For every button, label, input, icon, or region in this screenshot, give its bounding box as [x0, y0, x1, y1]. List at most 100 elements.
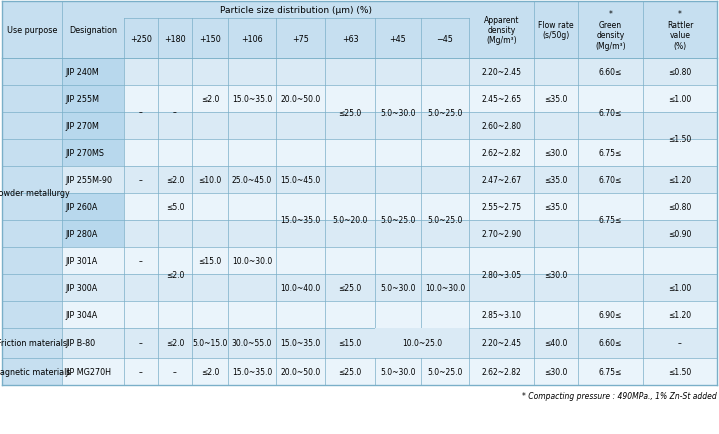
Bar [124, 220, 717, 247]
Text: 5.0~30.0: 5.0~30.0 [380, 108, 416, 117]
Text: *
Green
density
(Mg/m³): * Green density (Mg/m³) [595, 10, 626, 50]
Text: ≤30.0: ≤30.0 [544, 367, 568, 376]
Text: –: – [173, 108, 177, 117]
Text: 10.0~30.0: 10.0~30.0 [232, 256, 272, 265]
Text: ≤1.20: ≤1.20 [669, 310, 692, 319]
Text: ≤1.50: ≤1.50 [669, 135, 692, 144]
Text: 6.90≤: 6.90≤ [599, 310, 622, 319]
Text: ≤30.0: ≤30.0 [544, 149, 568, 158]
Text: ≤15.0: ≤15.0 [198, 256, 221, 265]
Bar [62, 247, 124, 274]
Text: 6.60≤: 6.60≤ [599, 68, 622, 77]
Text: JIP 280A: JIP 280A [65, 230, 97, 238]
Text: 15.0~35.0: 15.0~35.0 [280, 216, 321, 225]
Text: JIP 270MS: JIP 270MS [65, 149, 104, 158]
Text: 20.0~50.0: 20.0~50.0 [280, 95, 321, 104]
Text: 5.0~25.0: 5.0~25.0 [427, 108, 463, 117]
Text: ≤30.0: ≤30.0 [544, 270, 568, 279]
Text: 6.70≤: 6.70≤ [599, 108, 622, 117]
Text: ≤2.0: ≤2.0 [201, 367, 219, 376]
Text: 5.0~30.0: 5.0~30.0 [380, 283, 416, 293]
Bar [62, 194, 124, 220]
Text: JIP B-80: JIP B-80 [65, 339, 95, 348]
Bar [62, 274, 124, 301]
Text: 5.0~25.0: 5.0~25.0 [380, 216, 416, 225]
Text: −45: −45 [436, 34, 454, 43]
Text: 2.20~2.45: 2.20~2.45 [482, 68, 521, 77]
Text: Particle size distribution (μm) (%): Particle size distribution (μm) (%) [221, 6, 372, 15]
Text: ≤2.0: ≤2.0 [166, 176, 184, 184]
Text: 5.0~25.0: 5.0~25.0 [427, 216, 463, 225]
Bar [124, 140, 717, 167]
Text: +180: +180 [164, 34, 186, 43]
Text: ≤40.0: ≤40.0 [544, 339, 568, 348]
Text: JIP 240M: JIP 240M [65, 68, 99, 77]
Text: ≤35.0: ≤35.0 [544, 95, 568, 104]
Text: ≤10.0: ≤10.0 [198, 176, 221, 184]
Text: ≤1.00: ≤1.00 [669, 283, 692, 293]
Text: ≤1.00: ≤1.00 [669, 95, 692, 104]
Text: +250: +250 [130, 34, 152, 43]
Text: 6.75≤: 6.75≤ [599, 216, 622, 225]
Text: 5.0~20.0: 5.0~20.0 [332, 216, 367, 225]
Text: ≤25.0: ≤25.0 [339, 108, 362, 117]
Text: –: – [173, 367, 177, 376]
Text: 25.0~45.0: 25.0~45.0 [232, 176, 272, 184]
Bar [124, 301, 717, 328]
Bar [62, 140, 124, 167]
Text: ≤35.0: ≤35.0 [544, 176, 568, 184]
Text: 6.75≤: 6.75≤ [599, 149, 622, 158]
Text: 2.70~2.90: 2.70~2.90 [482, 230, 521, 238]
Text: +106: +106 [241, 34, 263, 43]
Text: 2.20~2.45: 2.20~2.45 [482, 339, 521, 348]
Bar [124, 167, 717, 194]
Text: ≤1.50: ≤1.50 [669, 367, 692, 376]
Text: 2.45~2.65: 2.45~2.65 [482, 95, 521, 104]
Text: 2.62~2.82: 2.62~2.82 [482, 367, 521, 376]
Bar [62, 167, 124, 194]
Text: 2.55~2.75: 2.55~2.75 [482, 203, 521, 211]
Text: Apparent
density
(Mg/m³): Apparent density (Mg/m³) [484, 16, 519, 45]
Text: 15.0~35.0: 15.0~35.0 [232, 95, 272, 104]
Text: ≤0.80: ≤0.80 [669, 203, 692, 211]
Bar [62, 328, 124, 358]
Bar [124, 328, 717, 358]
Text: +45: +45 [390, 34, 406, 43]
Text: 6.75≤: 6.75≤ [599, 367, 622, 376]
Text: JIP 270M: JIP 270M [65, 122, 99, 131]
Text: 6.60≤: 6.60≤ [599, 339, 622, 348]
Bar [2, 59, 62, 328]
Text: 5.0~15.0: 5.0~15.0 [192, 339, 228, 348]
Text: 2.47~2.67: 2.47~2.67 [482, 176, 521, 184]
Text: 30.0~55.0: 30.0~55.0 [232, 339, 273, 348]
Text: 15.0~45.0: 15.0~45.0 [280, 176, 321, 184]
Bar [62, 113, 124, 140]
Text: Designation: Designation [69, 26, 117, 35]
Bar [124, 358, 717, 385]
Text: 2.80~3.05: 2.80~3.05 [482, 270, 521, 279]
Text: ≤25.0: ≤25.0 [339, 283, 362, 293]
Text: –: – [139, 339, 143, 348]
Text: 15.0~35.0: 15.0~35.0 [280, 339, 321, 348]
Text: ≤0.80: ≤0.80 [669, 68, 692, 77]
Text: ≤2.0: ≤2.0 [166, 270, 184, 279]
Bar [62, 220, 124, 247]
Bar [124, 247, 717, 274]
Text: –: – [139, 176, 143, 184]
Text: ≤5.0: ≤5.0 [166, 203, 184, 211]
Text: * Compacting pressure : 490MPa., 1% Zn-St added: * Compacting pressure : 490MPa., 1% Zn-S… [522, 391, 717, 401]
Text: –: – [139, 108, 143, 117]
Bar [62, 86, 124, 113]
Text: JIP 304A: JIP 304A [65, 310, 97, 319]
Text: ≤15.0: ≤15.0 [339, 339, 362, 348]
Text: *
Rattler
value
(%): * Rattler value (%) [667, 10, 693, 50]
Text: 10.0~40.0: 10.0~40.0 [280, 283, 321, 293]
Text: ≤0.90: ≤0.90 [669, 230, 692, 238]
Text: –: – [678, 339, 682, 348]
Text: Magnetic materials: Magnetic materials [0, 367, 70, 376]
Text: Flow rate
(s/50g): Flow rate (s/50g) [539, 21, 574, 40]
Text: ≤35.0: ≤35.0 [544, 203, 568, 211]
Text: 20.0~50.0: 20.0~50.0 [280, 367, 321, 376]
Text: 15.0~35.0: 15.0~35.0 [232, 367, 272, 376]
Text: JIP MG270H: JIP MG270H [65, 367, 111, 376]
